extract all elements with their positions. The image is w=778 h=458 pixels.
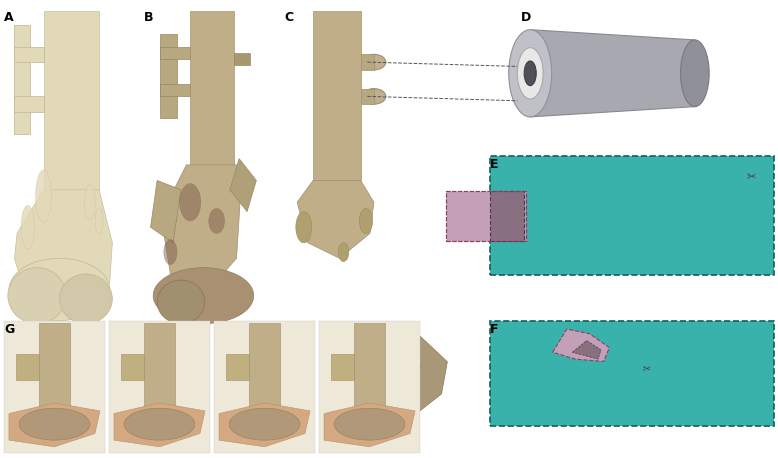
Ellipse shape xyxy=(404,362,421,371)
Ellipse shape xyxy=(296,212,312,243)
Ellipse shape xyxy=(362,55,386,70)
Bar xyxy=(159,84,190,96)
Text: ✂: ✂ xyxy=(747,172,756,182)
Polygon shape xyxy=(324,403,415,447)
Bar xyxy=(144,9,276,321)
Text: D: D xyxy=(521,11,531,24)
Polygon shape xyxy=(15,190,112,302)
Bar xyxy=(249,323,280,407)
Text: C: C xyxy=(284,11,293,24)
Bar xyxy=(16,354,39,380)
Bar xyxy=(447,191,526,241)
Bar xyxy=(190,11,234,165)
Bar xyxy=(4,9,136,321)
Ellipse shape xyxy=(338,243,349,262)
Polygon shape xyxy=(297,180,374,258)
Ellipse shape xyxy=(517,48,543,99)
Ellipse shape xyxy=(59,274,112,324)
Polygon shape xyxy=(331,330,447,417)
Ellipse shape xyxy=(362,88,386,104)
Ellipse shape xyxy=(9,258,110,321)
Bar xyxy=(490,156,774,275)
Ellipse shape xyxy=(180,184,201,221)
Ellipse shape xyxy=(21,205,34,249)
Bar xyxy=(144,323,174,407)
Bar xyxy=(331,354,354,380)
Ellipse shape xyxy=(19,408,90,440)
Bar xyxy=(159,47,190,59)
Text: ✂: ✂ xyxy=(643,363,650,373)
Bar xyxy=(234,53,250,65)
Bar xyxy=(361,55,374,70)
Polygon shape xyxy=(9,403,100,447)
Bar xyxy=(44,11,99,190)
Ellipse shape xyxy=(209,208,225,234)
Bar xyxy=(39,323,70,407)
Polygon shape xyxy=(219,403,310,447)
Bar xyxy=(15,25,30,134)
Ellipse shape xyxy=(363,366,380,376)
Bar xyxy=(313,11,361,180)
Bar xyxy=(319,321,420,453)
Bar xyxy=(15,47,44,62)
Ellipse shape xyxy=(153,267,254,324)
Bar xyxy=(490,191,524,241)
Polygon shape xyxy=(163,165,240,296)
Text: E: E xyxy=(490,158,499,171)
Bar xyxy=(109,321,210,453)
Ellipse shape xyxy=(85,185,95,220)
Ellipse shape xyxy=(36,170,51,222)
Bar xyxy=(159,34,177,118)
Bar xyxy=(521,9,700,137)
Polygon shape xyxy=(230,158,256,212)
Bar xyxy=(226,354,249,380)
Bar xyxy=(284,9,416,321)
Text: A: A xyxy=(4,11,13,24)
Text: F: F xyxy=(490,323,499,336)
Bar xyxy=(4,321,105,453)
Bar xyxy=(15,96,44,112)
Bar xyxy=(490,321,774,426)
Ellipse shape xyxy=(8,267,66,324)
Ellipse shape xyxy=(124,408,194,440)
Text: G: G xyxy=(4,323,14,336)
Bar xyxy=(214,321,315,453)
Ellipse shape xyxy=(681,40,710,107)
Ellipse shape xyxy=(392,380,409,389)
Ellipse shape xyxy=(359,208,373,234)
Ellipse shape xyxy=(334,408,405,440)
Polygon shape xyxy=(114,403,205,447)
Text: B: B xyxy=(144,11,153,24)
Ellipse shape xyxy=(384,357,405,376)
Bar xyxy=(355,323,385,407)
Ellipse shape xyxy=(230,408,300,440)
Ellipse shape xyxy=(157,280,205,324)
Ellipse shape xyxy=(509,30,552,117)
Bar xyxy=(121,354,144,380)
Ellipse shape xyxy=(95,208,103,234)
Polygon shape xyxy=(573,341,601,359)
Polygon shape xyxy=(552,329,609,361)
Polygon shape xyxy=(531,30,695,117)
Polygon shape xyxy=(151,180,181,243)
Ellipse shape xyxy=(163,240,177,265)
Ellipse shape xyxy=(524,61,536,86)
Bar xyxy=(361,88,374,104)
Ellipse shape xyxy=(374,385,392,394)
